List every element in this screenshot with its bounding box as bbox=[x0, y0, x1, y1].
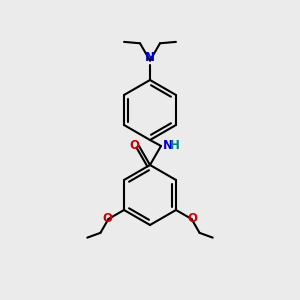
Text: H: H bbox=[170, 140, 180, 152]
Text: N: N bbox=[163, 140, 173, 152]
Text: O: O bbox=[102, 212, 112, 224]
Text: O: O bbox=[129, 140, 139, 152]
Text: N: N bbox=[145, 51, 155, 64]
Text: O: O bbox=[188, 212, 198, 224]
